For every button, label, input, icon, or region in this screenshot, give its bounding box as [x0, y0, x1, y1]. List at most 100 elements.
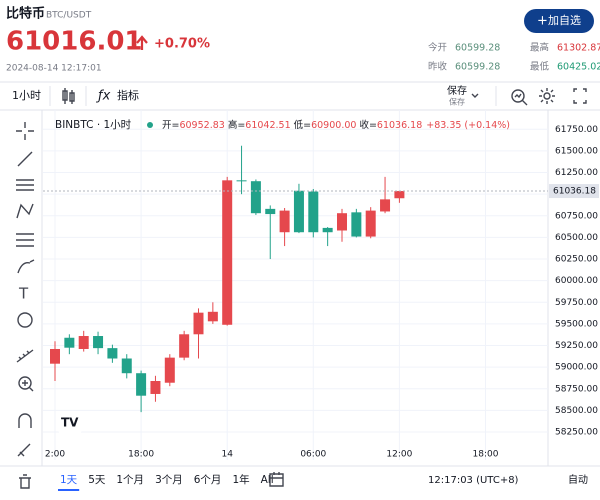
datetime: 2024-08-14 12:17:01	[6, 64, 102, 74]
pattern-tool[interactable]	[16, 203, 34, 219]
legend-value: 61042.51	[245, 120, 290, 131]
legend-label: 低=	[294, 119, 311, 131]
range-option[interactable]: 1年	[232, 473, 249, 486]
x-tick-label: 18:00	[473, 450, 499, 460]
range-option[interactable]: 1个月	[116, 474, 144, 486]
legend-value: 60952.83	[179, 120, 224, 131]
candle-body	[365, 210, 376, 237]
drawing-tools: T	[16, 122, 35, 489]
y-tick-label: 61750.00	[555, 125, 598, 135]
brush-tool[interactable]	[17, 259, 35, 274]
plot: 58250.00 58500.00 58750.00 59000.00 59250.00…	[43, 110, 599, 460]
trash-tool[interactable]	[19, 474, 31, 489]
auto-scale[interactable]: 自动	[568, 473, 588, 486]
legend-ohlc: 开=60952.83 高=61042.51 低=60900.00 收=61036.18…	[162, 119, 510, 131]
logo-bg	[58, 413, 82, 433]
candle-body	[279, 210, 290, 233]
candle-body	[308, 191, 319, 233]
y-tick-label: 58500.00	[555, 406, 598, 416]
dropdown[interactable]	[471, 93, 479, 98]
add-watchlist-button[interactable]: + 加自选	[524, 9, 594, 33]
candle-body	[193, 312, 204, 335]
range-option[interactable]: 3个月	[155, 474, 183, 486]
y-tick-label: 60750.00	[555, 211, 598, 221]
candle-body	[337, 213, 347, 231]
chart-type-icon[interactable]	[62, 88, 75, 104]
plus: +	[537, 14, 548, 29]
stat-value: 60425.02	[557, 62, 600, 73]
x-tick-label: 2:00	[45, 450, 65, 460]
candle-body	[322, 227, 333, 233]
asset-pair: BTC/USDT	[46, 11, 92, 21]
tv-logo: TV	[58, 413, 82, 433]
legend-label: 开=	[162, 120, 179, 131]
candle-body	[107, 348, 118, 359]
y-tick-label: 60500.00	[555, 233, 598, 243]
legend-value: 61036.18	[377, 120, 422, 131]
toolbar: 1小时 ƒx 指标 保存 保存	[12, 84, 587, 107]
clock: 12:17:03 (UTC+8)	[428, 475, 519, 486]
button-bg	[524, 9, 594, 33]
y-tick-label: 60250.00	[555, 255, 598, 265]
range-option[interactable]: All	[261, 474, 274, 486]
calendar-icon[interactable]	[269, 472, 284, 487]
y-tick-label: 61500.00	[555, 146, 598, 156]
candle-body	[78, 336, 89, 349]
range-option[interactable]: 1天	[60, 474, 78, 486]
price: 61016.01	[6, 27, 143, 57]
x-tick-label: 06:00	[300, 450, 326, 460]
legend-label: 收=	[359, 119, 376, 131]
button-label: 加自选	[548, 14, 581, 27]
search-icon[interactable]	[511, 89, 528, 106]
candle-body	[93, 336, 104, 349]
status-dot	[147, 122, 153, 128]
zoom-tool[interactable]	[18, 376, 34, 392]
y-tick-label: 59000.00	[555, 363, 598, 373]
range-option[interactable]: 5天	[88, 474, 106, 486]
emoji-tool[interactable]	[17, 312, 33, 328]
y-tick-label: 61250.00	[555, 168, 598, 178]
settings-icon[interactable]	[539, 88, 555, 104]
price-change: +0.70%	[154, 37, 210, 52]
save[interactable]: 保存	[447, 84, 467, 97]
y-tick-label: 58750.00	[555, 384, 598, 394]
legend-symbol: BINBTC · 1小时	[55, 119, 132, 131]
trend-line-tool[interactable]	[17, 151, 33, 167]
projection-tool[interactable]	[16, 233, 34, 247]
candle-body	[394, 191, 405, 199]
candle-body	[64, 337, 75, 348]
candle-body	[121, 358, 132, 374]
candle-body	[150, 380, 161, 394]
x-tick-label: 18:00	[128, 450, 154, 460]
legend-change: +83.35 (+0.14%)	[426, 120, 510, 131]
candle-body	[250, 181, 261, 214]
range-option[interactable]: 6个月	[194, 474, 222, 486]
indicators[interactable]: 指标	[117, 88, 139, 102]
crosshair-tool[interactable]	[16, 122, 34, 140]
candle-body	[50, 348, 60, 364]
y-tick-label: 60000.00	[555, 276, 598, 286]
interval[interactable]: 1小时	[12, 89, 41, 102]
legend-value: 60900.00	[311, 120, 356, 131]
candle-body	[236, 180, 247, 182]
stat-value: 61302.87	[557, 43, 600, 54]
candle-body	[380, 199, 391, 212]
fx-icon[interactable]: ƒx	[95, 89, 111, 104]
candle-body	[293, 190, 304, 233]
text-tool[interactable]: T	[18, 285, 29, 303]
magnet-tool[interactable]	[18, 413, 32, 428]
last-price-label: 61036.18	[553, 187, 596, 197]
candle-body	[265, 208, 276, 215]
y-tick-label: 59500.00	[555, 319, 598, 329]
x-tick-label: 12:00	[386, 450, 412, 460]
fib-tool[interactable]	[16, 179, 34, 191]
stat-label: 最高	[530, 42, 549, 54]
asset-name: 比特币	[6, 6, 45, 22]
lock-tool[interactable]	[17, 443, 31, 457]
candle-body	[136, 373, 147, 396]
save-sub: 保存	[449, 97, 465, 107]
candle-body	[222, 180, 233, 325]
measure-tool[interactable]	[16, 349, 34, 363]
fullscreen-icon[interactable]	[573, 88, 587, 104]
